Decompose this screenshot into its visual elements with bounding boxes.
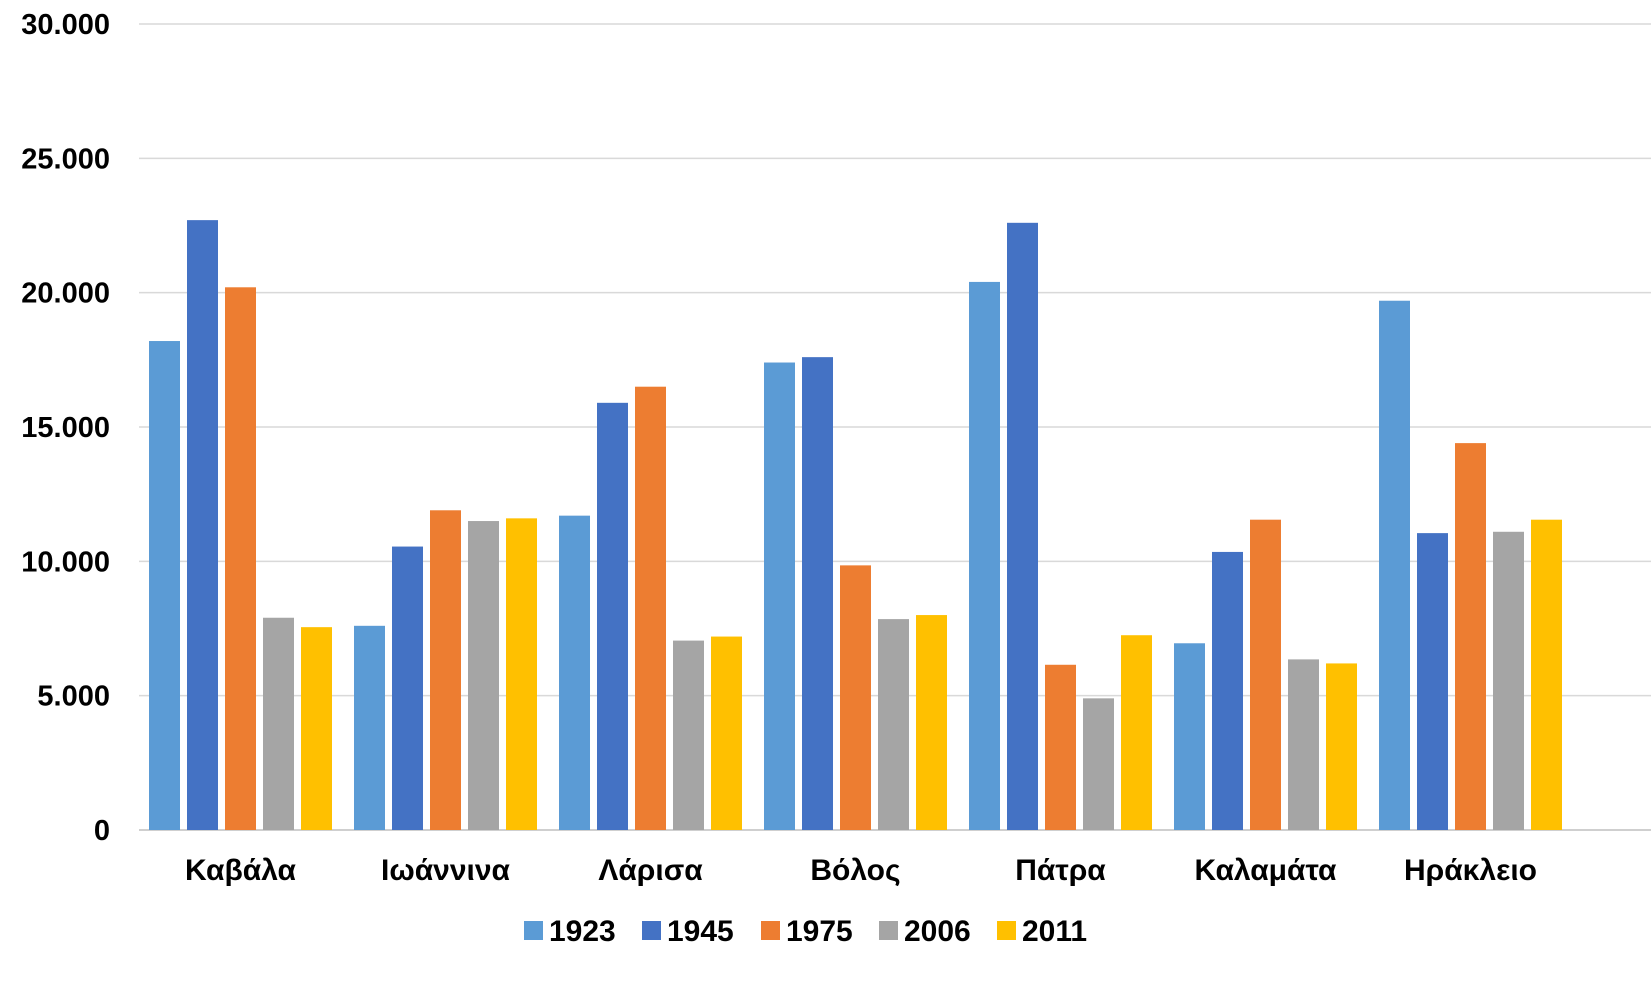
bar-1923-5 (1174, 643, 1205, 830)
bars (149, 220, 1562, 831)
gridlines (139, 23, 1651, 831)
y-tick-label: 15.000 (21, 412, 110, 444)
x-axis-category-labels: Καβάλα Ιωάννινα Λάρισα Βόλος Πάτρα Καλαμάτα Ηρ… (185, 854, 1537, 887)
bar-1975-3 (840, 565, 871, 830)
legend-label-2006: 2006 (904, 915, 971, 948)
y-tick-label: 25.000 (21, 143, 110, 175)
bar-1923-2 (559, 515, 590, 830)
bar-1945-0 (187, 220, 218, 831)
legend-label-1975: 1975 (786, 915, 853, 948)
bar-1945-1 (392, 546, 423, 830)
legend-swatch-1975 (761, 921, 780, 940)
bar-1945-6 (1417, 533, 1448, 830)
legend-swatch-2006 (879, 921, 898, 940)
legend-label-2011: 2011 (1022, 915, 1087, 948)
y-tick-label: 30.000 (21, 9, 110, 41)
y-tick-label: 0 (94, 815, 110, 847)
bar-1975-5 (1250, 519, 1281, 830)
bar-1975-2 (635, 386, 666, 830)
category-label: Καλαμάτα (1195, 854, 1338, 887)
legend-label-1945: 1945 (667, 915, 734, 948)
y-axis-tick-labels: 0 5.000 10.000 15.000 20.000 25.000 30.000 (21, 9, 110, 847)
category-label: Λάρισα (598, 854, 703, 887)
category-label: Ιωάννινα (381, 854, 511, 887)
legend-swatch-1923 (524, 921, 543, 940)
category-label: Βόλος (810, 854, 900, 887)
bar-2006-0 (263, 617, 294, 830)
bar-1975-0 (225, 287, 256, 830)
bar-1923-3 (764, 362, 795, 830)
bar-2011-4 (1121, 635, 1152, 830)
bar-1975-1 (430, 510, 461, 830)
bar-1975-4 (1045, 664, 1076, 830)
bar-1923-4 (969, 281, 1000, 830)
legend-swatch-1945 (642, 921, 661, 940)
bar-1945-2 (597, 402, 628, 830)
bar-1923-6 (1379, 300, 1410, 830)
legend: 1923 1945 1975 2006 2011 (524, 915, 1087, 948)
bar-1945-3 (802, 357, 833, 830)
bar-1945-4 (1007, 222, 1038, 830)
y-tick-label: 10.000 (21, 546, 110, 578)
bar-2006-2 (673, 640, 704, 830)
y-tick-label: 20.000 (21, 278, 110, 310)
bar-2011-5 (1326, 663, 1357, 830)
legend-label-1923: 1923 (549, 915, 616, 948)
bar-2011-6 (1531, 519, 1562, 830)
bar-2011-1 (506, 518, 537, 830)
bar-2006-3 (878, 619, 909, 830)
category-label: Καβάλα (185, 854, 296, 887)
category-label: Πάτρα (1015, 854, 1106, 887)
bar-2006-6 (1493, 531, 1524, 830)
bar-1923-0 (149, 341, 180, 830)
category-label: Ηράκλειο (1404, 854, 1537, 887)
bar-2006-1 (468, 521, 499, 830)
bar-2011-2 (711, 636, 742, 830)
bar-2011-0 (301, 627, 332, 830)
legend-swatch-2011 (997, 921, 1016, 940)
bar-1975-6 (1455, 443, 1486, 830)
bar-1945-5 (1212, 551, 1243, 830)
bar-1923-1 (354, 625, 385, 830)
bar-2011-3 (916, 615, 947, 830)
bar-2006-5 (1288, 659, 1319, 830)
y-tick-label: 5.000 (37, 681, 110, 713)
bar-2006-4 (1083, 698, 1114, 830)
